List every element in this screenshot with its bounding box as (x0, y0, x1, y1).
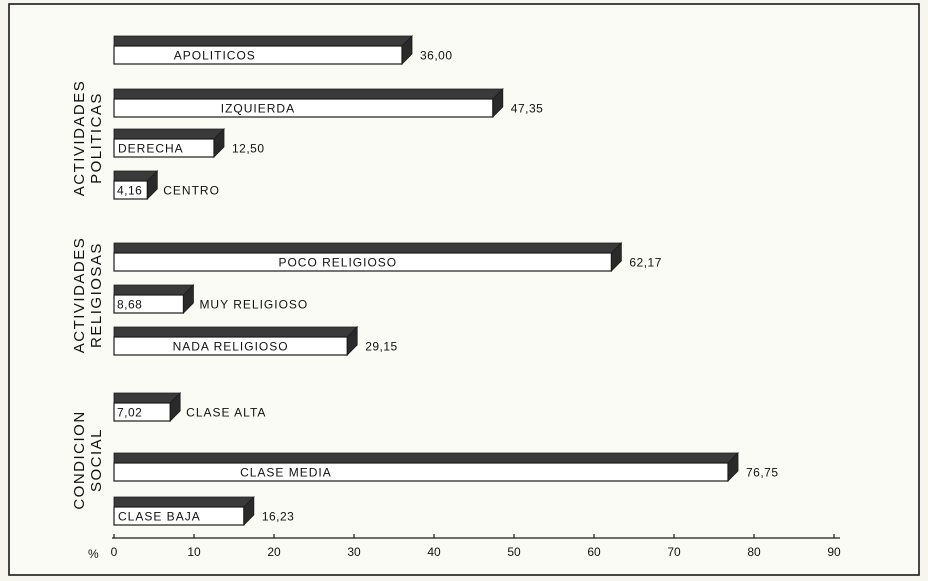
bar-category-label: CLASE ALTA (186, 406, 266, 420)
bar-value-label: 4,16 (117, 184, 142, 198)
bar-front-face (113, 294, 185, 314)
x-tick-label: 50 (507, 545, 521, 559)
bar-front-face (113, 252, 612, 272)
bar-category-label: NADA RELIGIOSO (173, 340, 289, 354)
bar: MUY RELIGIOSO 8,68 (113, 284, 308, 314)
x-tick-label: 30 (347, 545, 361, 559)
bar-front-face (113, 45, 403, 65)
bar-front-face (113, 180, 148, 200)
bar-top-face (113, 284, 195, 296)
x-tick-label: 90 (827, 545, 841, 559)
bar: DERECHA 12,50 (113, 128, 265, 158)
bar-category-label: MUY RELIGIOSO (199, 298, 308, 312)
group-title-line: POLITICAS (88, 92, 105, 184)
bar: IZQUIERDA 47,35 (113, 88, 544, 118)
bar-value-label: 76,75 (746, 466, 779, 480)
bar-front-face (113, 336, 348, 356)
bar-category-label: POCO RELIGIOSO (278, 256, 397, 270)
x-axis-unit-label: % (88, 547, 99, 561)
bar-category-label: APOLITICOS (174, 49, 256, 63)
bar-top-face (113, 242, 623, 254)
bar-value-label: 8,68 (117, 298, 142, 312)
group-title-line: CONDICION (71, 410, 88, 509)
bar-front-face (113, 138, 215, 158)
bar-top-face (113, 128, 225, 140)
x-tick-label: 20 (267, 545, 281, 559)
x-tick-label: 80 (747, 545, 761, 559)
bar: CLASE ALTA 7,02 (113, 392, 266, 422)
bar: CENTRO 4,16 (113, 170, 220, 200)
bar: CLASE BAJA 16,23 (113, 496, 295, 526)
bar-category-label: CLASE BAJA (118, 510, 201, 524)
bar-top-face (113, 392, 182, 404)
bar-top-face (113, 88, 504, 100)
bar-value-label: 36,00 (420, 49, 453, 63)
bar-front-face (113, 98, 494, 118)
bar: NADA RELIGIOSO 29,15 (113, 326, 398, 356)
bar-category-label: CLASE MEDIA (240, 466, 332, 480)
bar: CLASE MEDIA 76,75 (113, 452, 779, 482)
bar-top-face (113, 452, 739, 464)
bar-value-label: 12,50 (232, 142, 265, 156)
bar-front-face (113, 402, 171, 422)
x-tick-label: 10 (187, 545, 201, 559)
group-title-line: RELIGIOSAS (88, 242, 105, 348)
bar: APOLITICOS 36,00 (113, 35, 453, 65)
bars-layer: APOLITICOS 36,00 IZQUIERDA 47,35 DERECHA 12,5… (113, 35, 779, 526)
bar-category-label: IZQUIERDA (221, 102, 295, 116)
x-tick-label: 0 (111, 545, 118, 559)
bar-category-label: DERECHA (118, 142, 184, 156)
bar-top-face (113, 496, 255, 508)
bar-value-label: 7,02 (117, 406, 142, 420)
x-tick-label: 60 (587, 545, 601, 559)
x-tick-label: 40 (427, 545, 441, 559)
group-title-line: ACTIVIDADES (71, 237, 88, 354)
bar-category-label: CENTRO (163, 184, 220, 198)
bar-front-face (113, 462, 729, 482)
bar-value-label: 29,15 (365, 340, 398, 354)
x-axis: % 0 10 20 30 40 50 60 70 80 90 (88, 534, 841, 561)
x-tick-label: 70 (667, 545, 681, 559)
bar-front-face (113, 506, 245, 526)
bar-value-label: 16,23 (262, 510, 295, 524)
bar-top-face (113, 35, 413, 47)
bar-value-label: 62,17 (629, 256, 662, 270)
group-title-line: SOCIAL (88, 428, 105, 492)
group-title-line: ACTIVIDADES (71, 80, 88, 197)
bar-top-face (113, 326, 359, 338)
bar-value-label: 47,35 (511, 102, 544, 116)
bar: POCO RELIGIOSO 62,17 (113, 242, 662, 272)
